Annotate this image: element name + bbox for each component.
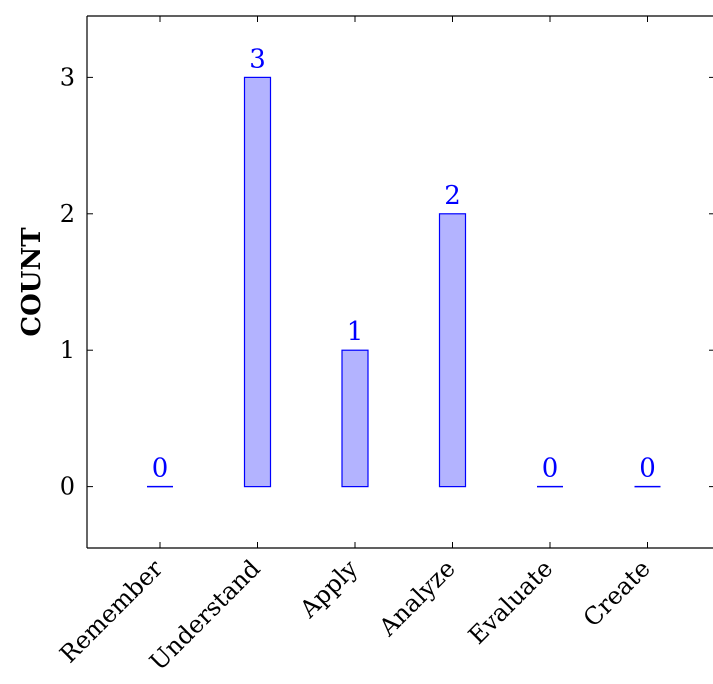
data-label: 1 [347, 317, 364, 347]
x-tick-label: Analyze [373, 554, 461, 642]
y-tick-label: 2 [60, 200, 75, 228]
data-label: 3 [249, 44, 266, 74]
y-axis-label: COUNT [17, 227, 47, 337]
bars [147, 76, 661, 488]
axes [86, 15, 713, 549]
y-tick-label: 0 [60, 473, 75, 501]
x-tick-label: Create [578, 554, 656, 632]
bar [341, 349, 369, 488]
bar [438, 213, 467, 488]
x-tick-label: Evaluate [463, 554, 558, 649]
value-labels: 0 3 1 2 0 0 [152, 44, 656, 483]
y-tick-label: 3 [60, 63, 75, 91]
x-tick-label: Apply [294, 554, 364, 624]
data-label: 0 [639, 454, 656, 484]
data-label: 0 [542, 454, 559, 484]
data-label: 2 [444, 181, 461, 211]
bar [243, 76, 272, 488]
y-tick-label: 1 [60, 336, 75, 364]
data-label: 0 [152, 454, 169, 484]
